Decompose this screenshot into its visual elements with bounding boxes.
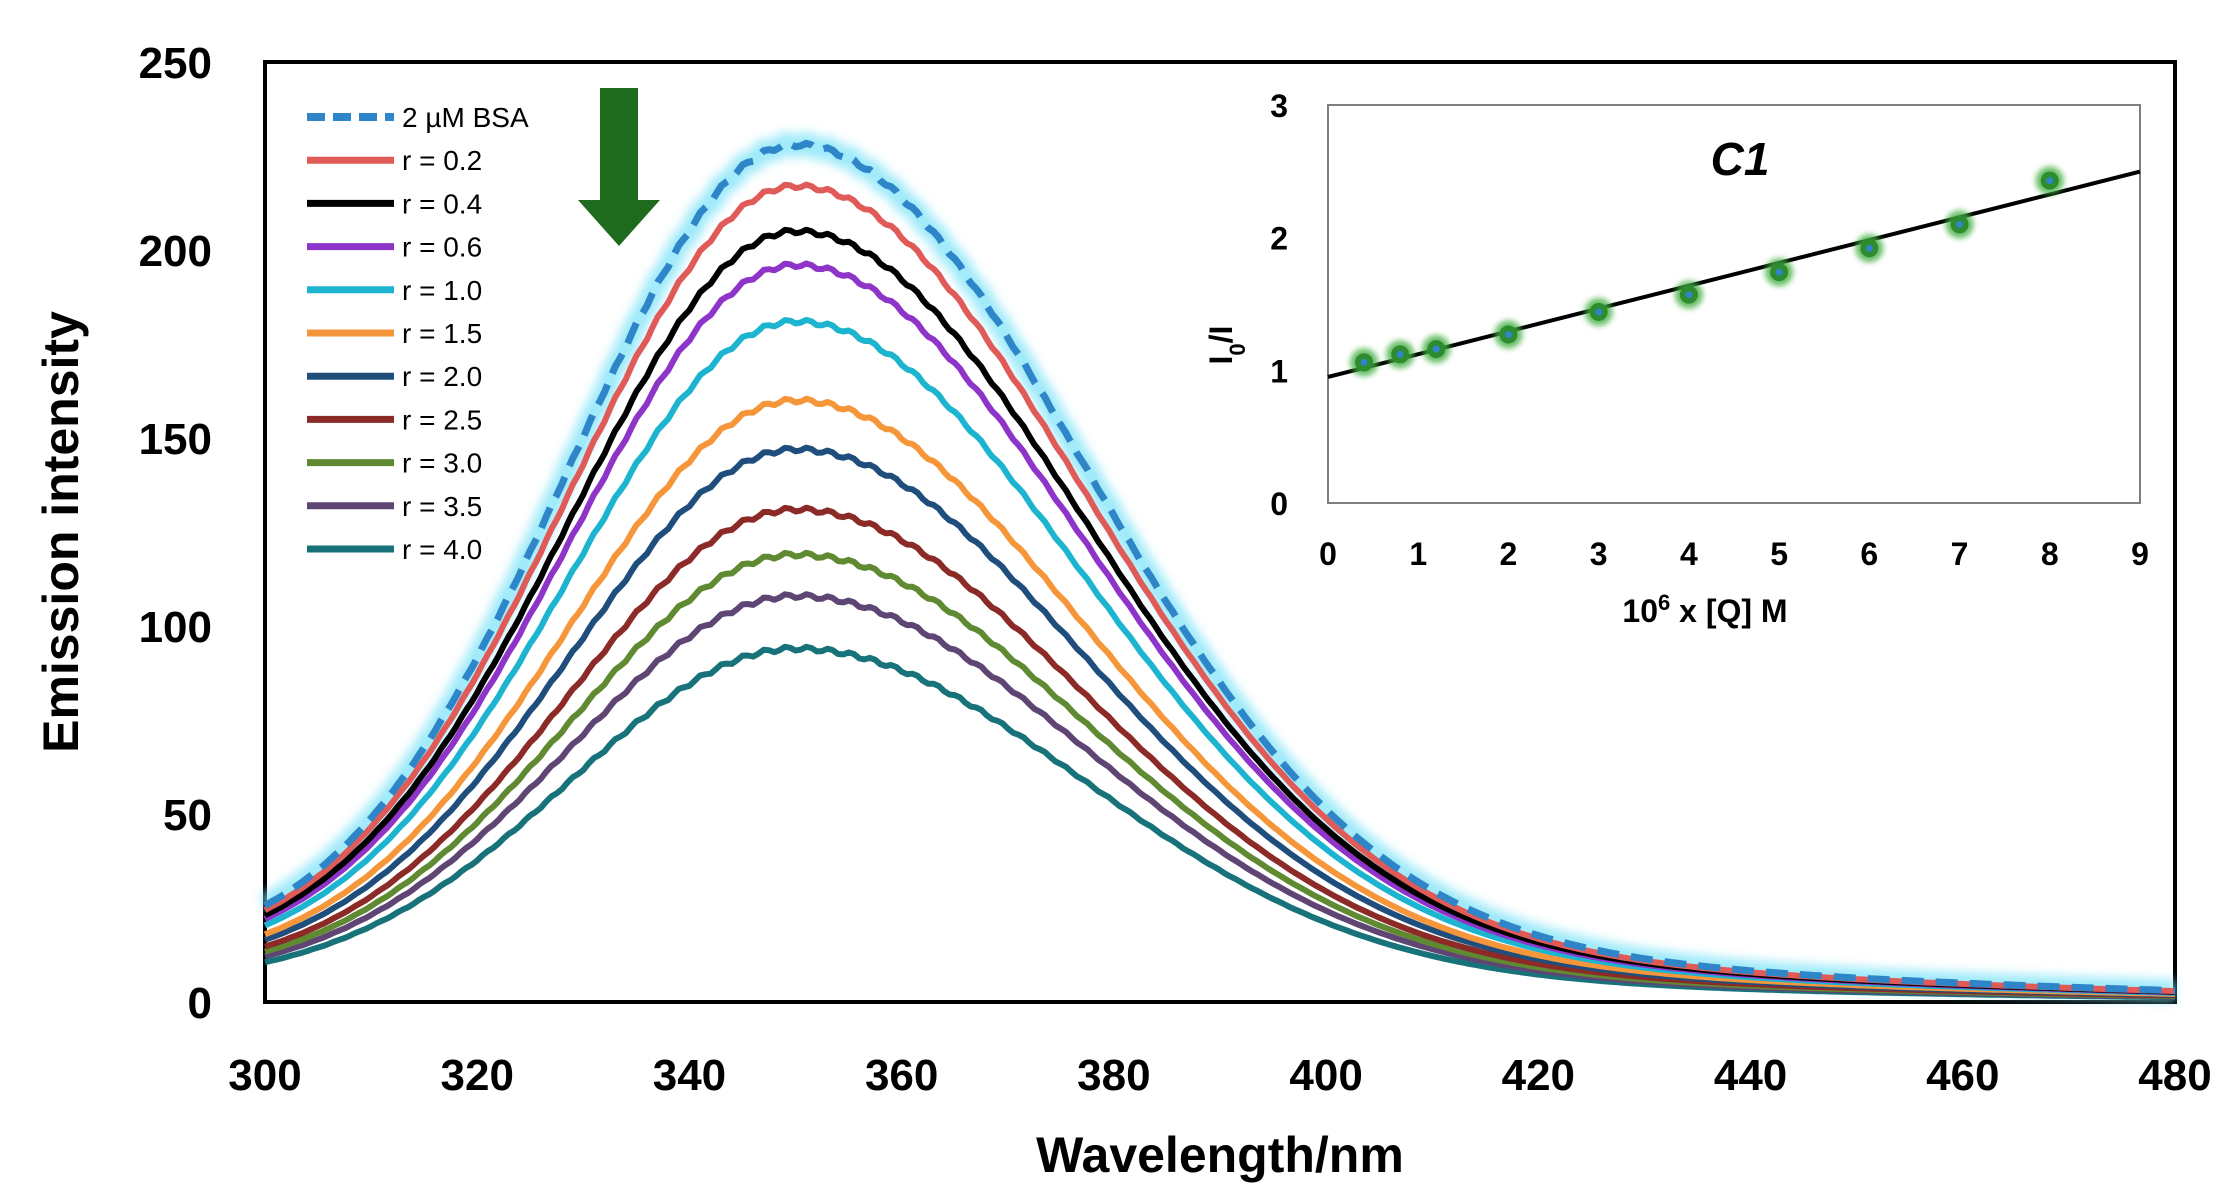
inset-x-tick-label: 3 [1590,536,1608,572]
main-y-tick-label: 100 [139,603,212,652]
legend-label: 2 µM BSA [402,102,529,133]
legend-label: r = 2.5 [402,404,482,435]
inset-y-axis-title: I0/I [1203,326,1250,365]
main-x-tick-label: 460 [1926,1051,1999,1100]
legend: 2 µM BSA r = 0.2 r = 0.4 r = 0.6 r = 1.0 r = … [307,102,529,565]
inset-point-center [1396,350,1404,358]
inset-y-ticks: 0 1 2 3 [1270,88,1288,522]
inset-point [1350,348,1379,377]
legend-label: r = 2.0 [402,361,482,392]
series-line [263,139,2176,994]
inset-point [1386,340,1415,369]
inset-point [1945,210,1974,239]
inset-y-axis-rest: /I [1203,326,1239,344]
inset-x-tick-label: 9 [2131,536,2149,572]
inset-data-points [1350,166,2064,377]
main-plot-frame [263,60,2177,1004]
main-y-ticks: 0 50 100 150 200 250 [139,39,212,1028]
inset-x-axis-base: 10 [1622,593,1658,629]
main-x-tick-label: 380 [1077,1051,1150,1100]
legend-label: r = 4.0 [402,534,482,565]
inset-point [1422,335,1451,364]
main-x-tick-label: 420 [1502,1051,1575,1100]
main-x-axis-title: Wavelength/nm [1036,1127,1404,1183]
inset-point-center [1432,345,1440,353]
inset-x-tick-label: 1 [1409,536,1427,572]
main-y-tick-label: 200 [139,227,212,276]
inset-point [1765,258,1794,287]
legend-label: r = 0.6 [402,232,482,263]
main-x-tick-label: 400 [1289,1051,1362,1100]
inset-x-tick-label: 5 [1770,536,1788,572]
inset-y-tick-label: 3 [1270,88,1288,124]
inset-point-center [1360,358,1368,366]
inset-point-center [1595,308,1603,316]
inset-x-ticks: 0 1 2 3 4 5 6 7 8 9 [1319,536,2149,572]
main-x-tick-label: 480 [2138,1051,2211,1100]
inset-point [2035,166,2064,195]
inset-point [1855,234,1884,263]
inset-y-tick-label: 1 [1270,353,1288,389]
legend-label: r = 3.0 [402,448,482,479]
inset-point [1674,280,1703,309]
inset-x-tick-label: 4 [1680,536,1698,572]
fit-line [1327,169,2141,379]
inset-y-axis-sub: 0 [1225,343,1250,355]
main-x-ticks: 300 320 340 360 380 400 420 440 460 480 [228,1051,2211,1100]
main-x-tick-label: 320 [441,1051,514,1100]
series-line [263,181,2176,995]
inset-x-tick-label: 8 [2041,536,2059,572]
inset-point-center [1504,331,1512,339]
inset-plot-frame [1327,104,2141,504]
legend-label: r = 0.2 [402,145,482,176]
down-arrow-icon [578,88,660,246]
inset-x-axis-rest: x [Q] M [1670,593,1787,629]
legend-label: r = 1.0 [402,275,482,306]
inset-y-tick-label: 2 [1270,221,1288,257]
inset-point-center [1865,244,1873,252]
inset-point-center [1956,220,1964,228]
inset-fit-line [1327,169,2141,379]
main-x-tick-label: 300 [228,1051,301,1100]
inset-point [1494,320,1523,349]
main-y-axis-title: Emission intensity [33,311,89,753]
inset-title: C1 [1711,133,1770,185]
inset-x-axis-title: 106 x [Q] M [1622,590,1787,630]
main-y-tick-label: 250 [139,39,212,88]
inset-point-center [1775,268,1783,276]
inset-point [1584,297,1613,326]
inset-y-axis-base: I [1203,356,1239,365]
main-x-tick-label: 340 [653,1051,726,1100]
inset-y-tick-label: 0 [1270,486,1288,522]
inset-x-tick-label: 7 [1951,536,1969,572]
main-x-tick-label: 440 [1714,1051,1787,1100]
inset-x-tick-label: 2 [1500,536,1518,572]
legend-label: r = 1.5 [402,318,482,349]
inset-point-center [1685,291,1693,299]
legend-label: r = 3.5 [402,491,482,522]
inset-x-tick-label: 0 [1319,536,1337,572]
legend-label: r = 0.4 [402,188,482,219]
inset-x-tick-label: 6 [1860,536,1878,572]
main-plot-area: 300 320 340 360 380 400 420 440 460 480 050100150… [33,39,2212,1183]
main-y-tick-label: 150 [139,415,212,464]
main-x-tick-label: 360 [865,1051,938,1100]
main-y-tick-label: 0 [188,979,212,1028]
inset-point-center [2046,177,2054,185]
inset-x-axis-sup: 6 [1658,590,1670,615]
main-series-lines [263,139,2176,1001]
main-y-tick-label: 50 [163,791,212,840]
